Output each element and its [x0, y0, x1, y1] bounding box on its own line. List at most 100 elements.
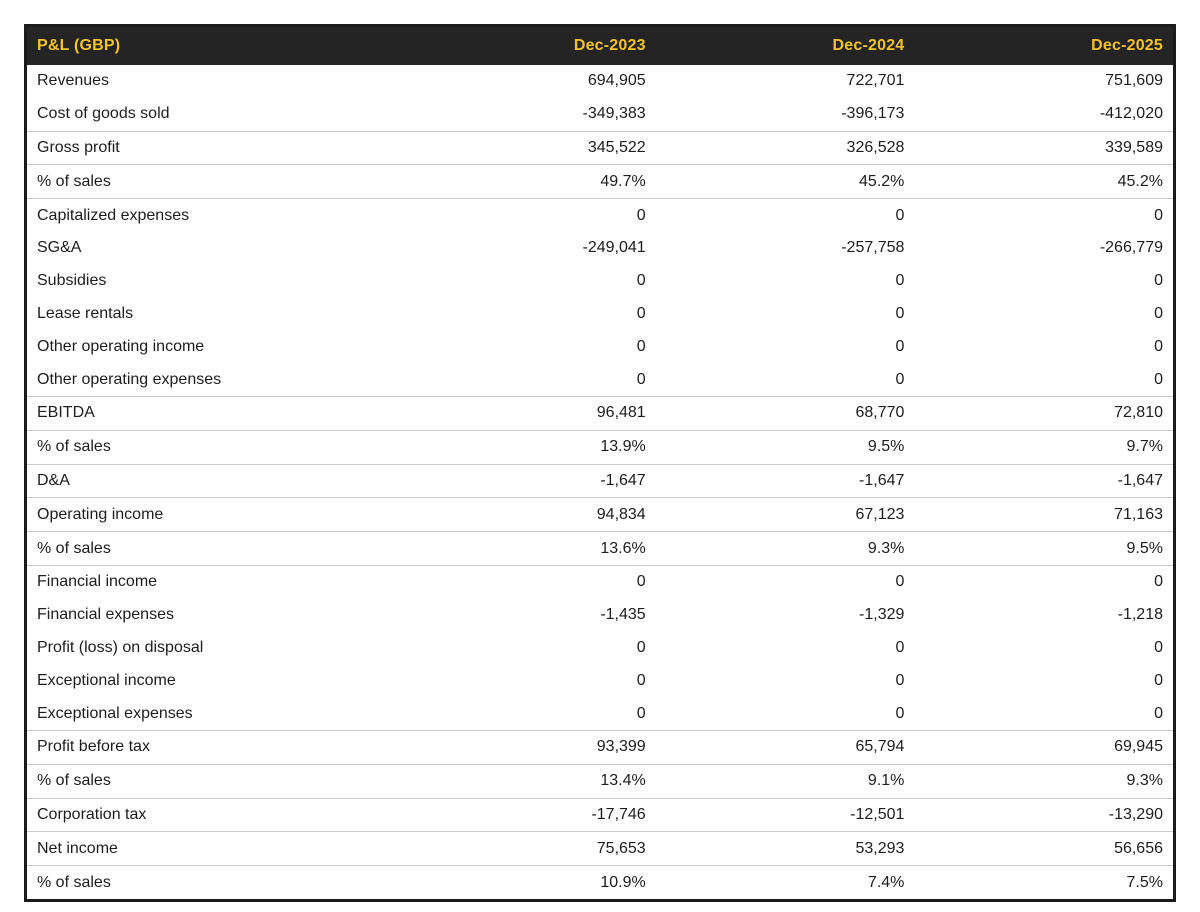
cell-value: 53,293	[655, 831, 915, 867]
row-label: SG&A	[25, 231, 398, 265]
row-label: Corporation tax	[25, 798, 398, 832]
cell-value: 0	[397, 664, 656, 698]
cell-value: 0	[397, 297, 656, 331]
cell-value: 0	[397, 198, 656, 232]
table-row: Profit before tax 93,399 65,794 69,945	[25, 729, 1175, 765]
cell-value: 0	[914, 565, 1175, 599]
row-label: Cost of goods sold	[25, 97, 398, 132]
cell-value: 13.4%	[397, 763, 656, 799]
row-label: Exceptional income	[25, 664, 398, 698]
cell-value: -412,020	[914, 97, 1175, 132]
cell-value: 0	[655, 330, 915, 364]
cell-value: 694,905	[397, 65, 656, 98]
cell-value: 0	[397, 697, 656, 731]
table-row: % of sales 13.9% 9.5% 9.7%	[25, 429, 1175, 465]
cell-value: 65,794	[655, 729, 915, 765]
cell-value: -17,746	[397, 798, 656, 832]
cell-value: -396,173	[655, 97, 915, 132]
row-label: Subsidies	[25, 264, 398, 298]
cell-value: -249,041	[397, 231, 656, 265]
cell-value: 75,653	[397, 831, 656, 867]
row-label: % of sales	[25, 531, 398, 566]
cell-value: 0	[655, 198, 915, 232]
row-label: % of sales	[25, 429, 398, 465]
header-row: P&L (GBP) Dec-2023 Dec-2024 Dec-2025	[25, 25, 1175, 65]
cell-value: -266,779	[914, 231, 1175, 265]
column-header-dec-2024: Dec-2024	[655, 25, 915, 65]
cell-value: 0	[655, 697, 915, 731]
table-row: % of sales 10.9% 7.4% 7.5%	[25, 865, 1175, 901]
row-label: % of sales	[25, 164, 398, 200]
column-header-dec-2023: Dec-2023	[397, 25, 656, 65]
cell-value: 68,770	[655, 395, 915, 431]
row-label: Exceptional expenses	[25, 697, 398, 731]
cell-value: -12,501	[655, 798, 915, 832]
row-label: Capitalized expenses	[25, 198, 398, 232]
cell-value: 751,609	[914, 65, 1175, 98]
row-label: Financial income	[25, 565, 398, 599]
table-body: Revenues 694,905 722,701 751,609 Cost of…	[25, 65, 1175, 901]
table-row: Corporation tax -17,746 -12,501 -13,290	[25, 798, 1175, 832]
cell-value: 0	[914, 330, 1175, 364]
cell-value: -1,329	[655, 598, 915, 632]
cell-value: 9.3%	[914, 763, 1175, 799]
cell-value: 9.5%	[914, 531, 1175, 566]
table-row: % of sales 13.4% 9.1% 9.3%	[25, 763, 1175, 799]
row-label: Financial expenses	[25, 598, 398, 632]
table-row: Net income 75,653 53,293 56,656	[25, 831, 1175, 867]
cell-value: 9.3%	[655, 531, 915, 566]
cell-value: -1,647	[397, 464, 656, 498]
cell-value: 71,163	[914, 497, 1175, 533]
cell-value: 0	[655, 664, 915, 698]
cell-value: 0	[655, 264, 915, 298]
table-row: Operating income 94,834 67,123 71,163	[25, 497, 1175, 533]
cell-value: -349,383	[397, 97, 656, 132]
cell-value: 0	[914, 264, 1175, 298]
table-row: Financial income 0 0 0	[25, 565, 1175, 599]
cell-value: 94,834	[397, 497, 656, 533]
cell-value: 9.1%	[655, 763, 915, 799]
cell-value: 49.7%	[397, 164, 656, 200]
row-label: D&A	[25, 464, 398, 498]
table-row: Financial expenses -1,435 -1,329 -1,218	[25, 598, 1175, 632]
cell-value: 7.5%	[914, 865, 1175, 901]
cell-value: 72,810	[914, 395, 1175, 431]
row-label: Gross profit	[25, 130, 398, 166]
cell-value: 13.9%	[397, 429, 656, 465]
row-label: Other operating expenses	[25, 363, 398, 397]
cell-value: 0	[914, 363, 1175, 397]
cell-value: -1,647	[914, 464, 1175, 498]
row-label: Net income	[25, 831, 398, 867]
cell-value: 0	[397, 631, 656, 665]
table-row: Exceptional income 0 0 0	[25, 664, 1175, 698]
row-label: Revenues	[25, 65, 398, 98]
cell-value: 0	[655, 363, 915, 397]
table-row: SG&A -249,041 -257,758 -266,779	[25, 231, 1175, 265]
table-row: % of sales 49.7% 45.2% 45.2%	[25, 164, 1175, 200]
table-row: D&A -1,647 -1,647 -1,647	[25, 464, 1175, 498]
table-row: Capitalized expenses 0 0 0	[25, 198, 1175, 232]
row-label: Profit before tax	[25, 729, 398, 765]
cell-value: 93,399	[397, 729, 656, 765]
row-label: Profit (loss) on disposal	[25, 631, 398, 665]
table-row: Exceptional expenses 0 0 0	[25, 697, 1175, 731]
column-header-dec-2025: Dec-2025	[914, 25, 1175, 65]
cell-value: -1,218	[914, 598, 1175, 632]
pnl-table: P&L (GBP) Dec-2023 Dec-2024 Dec-2025 Rev…	[24, 24, 1176, 902]
cell-value: 9.5%	[655, 429, 915, 465]
cell-value: 0	[655, 631, 915, 665]
cell-value: 0	[914, 198, 1175, 232]
cell-value: 67,123	[655, 497, 915, 533]
table-row: Other operating expenses 0 0 0	[25, 363, 1175, 397]
cell-value: 326,528	[655, 130, 915, 166]
cell-value: 10.9%	[397, 865, 656, 901]
table-header: P&L (GBP) Dec-2023 Dec-2024 Dec-2025	[25, 25, 1175, 65]
cell-value: 13.6%	[397, 531, 656, 566]
table-row: Cost of goods sold -349,383 -396,173 -41…	[25, 97, 1175, 132]
table-row: Gross profit 345,522 326,528 339,589	[25, 130, 1175, 166]
cell-value: 0	[914, 697, 1175, 731]
row-label: Operating income	[25, 497, 398, 533]
row-label: Other operating income	[25, 330, 398, 364]
table-row: EBITDA 96,481 68,770 72,810	[25, 395, 1175, 431]
cell-value: 339,589	[914, 130, 1175, 166]
